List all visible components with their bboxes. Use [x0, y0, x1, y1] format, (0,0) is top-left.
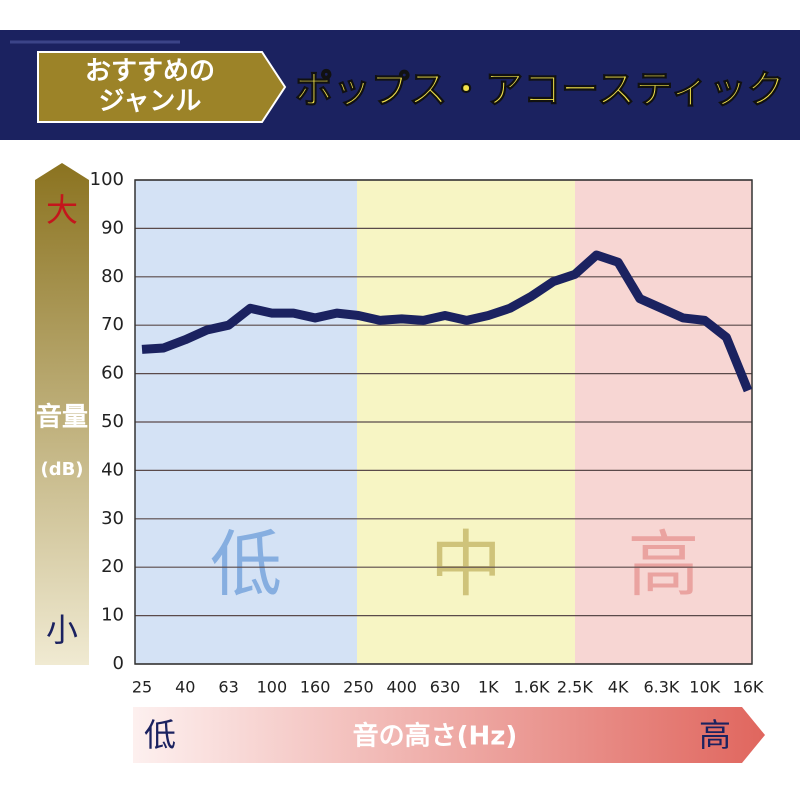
- x-arrow: [133, 707, 765, 763]
- x-low: 低: [144, 716, 176, 754]
- x-tick-label: 2.5K: [557, 678, 593, 697]
- x-tick-label: 10K: [689, 678, 720, 697]
- y-tick-label: 100: [90, 169, 124, 190]
- y-tick-label: 20: [101, 556, 124, 577]
- y-arrow: [35, 163, 89, 665]
- y-tick-label: 0: [113, 653, 124, 674]
- y-tick-label: 70: [101, 314, 124, 335]
- x-tick-label: 6.3K: [643, 678, 679, 697]
- title: ポップス・アコースティック: [295, 68, 785, 112]
- region-label: 中: [430, 523, 502, 607]
- x-tick-label: 400: [386, 678, 417, 697]
- x-tick-label: 100: [257, 678, 288, 697]
- region-label: 高: [627, 523, 699, 607]
- y-low: 小: [46, 611, 78, 649]
- region-label: 低: [210, 523, 282, 607]
- y-tick-label: 80: [101, 266, 124, 287]
- x-high: 高: [699, 716, 731, 754]
- y-tick-label: 10: [101, 605, 124, 626]
- x-tick-label: 4K: [608, 678, 629, 697]
- x-tick-label: 160: [300, 678, 331, 697]
- badge-line: ジャンル: [99, 87, 202, 117]
- badge: [37, 51, 287, 123]
- badge-line: おすすめの: [85, 57, 215, 87]
- y-tick-label: 50: [101, 411, 124, 432]
- y-tick-label: 40: [101, 459, 124, 480]
- x-tick-label: 63: [218, 678, 238, 697]
- x-tick-label: 630: [430, 678, 461, 697]
- y-tick-label: 30: [101, 508, 124, 529]
- x-tick-label: 25: [132, 678, 152, 697]
- y-axis-label: 音量: [36, 402, 88, 433]
- x-tick-label: 16K: [733, 678, 764, 697]
- y-tick-label: 60: [101, 363, 124, 384]
- plot-frame: [134, 179, 753, 665]
- y-high: 大: [46, 191, 78, 229]
- x-tick-label: 40: [175, 678, 195, 697]
- x-tick-label: 1.6K: [514, 678, 550, 697]
- x-tick-label: 1K: [478, 678, 499, 697]
- x-axis-label: 音の高さ(Hz): [353, 721, 518, 752]
- y-axis-label: (dB): [40, 459, 83, 480]
- data-line: [141, 250, 753, 393]
- y-tick-label: 90: [101, 217, 124, 238]
- x-tick-label: 250: [343, 678, 374, 697]
